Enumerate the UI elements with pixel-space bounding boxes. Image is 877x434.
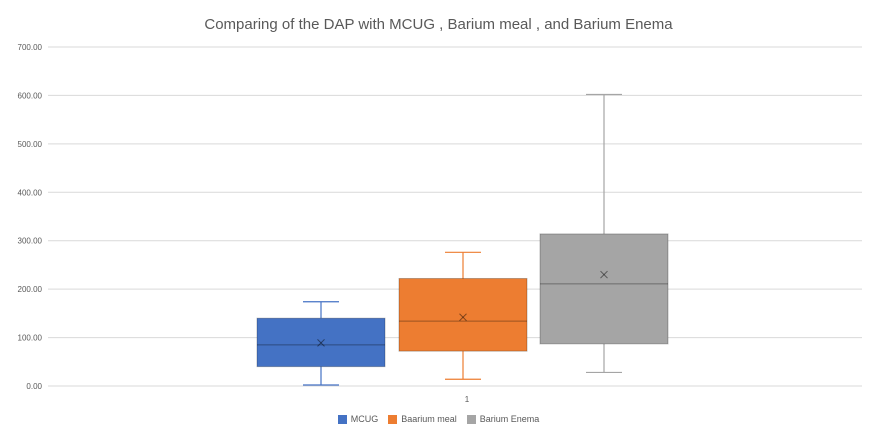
legend-swatch xyxy=(388,414,398,424)
legend-label: Baarium meal xyxy=(401,414,457,424)
chart-title: Comparing of the DAP with MCUG , Barium … xyxy=(204,16,673,33)
legend-item: Barium Enema xyxy=(466,414,540,424)
legend-label: Barium Enema xyxy=(479,414,540,424)
x-tick-label: 1 xyxy=(465,395,470,404)
mean-marker xyxy=(459,313,467,322)
box-3 xyxy=(539,233,669,345)
y-tick-label: 400.00 xyxy=(18,188,43,197)
box-2 xyxy=(398,277,528,352)
legend-label: MCUG xyxy=(350,414,379,424)
y-tick-label: 700.00 xyxy=(18,43,43,52)
legend-swatch xyxy=(337,414,347,424)
y-tick-label: 0.00 xyxy=(26,382,42,391)
y-tick-label: 200.00 xyxy=(18,285,43,294)
y-tick-label: 300.00 xyxy=(18,237,43,246)
legend-swatch xyxy=(466,414,476,424)
y-tick-label: 600.00 xyxy=(18,91,43,100)
mean-marker xyxy=(459,313,467,322)
legend-item: MCUG xyxy=(337,414,379,424)
y-tick-label: 100.00 xyxy=(18,334,43,343)
mean-marker xyxy=(317,339,325,347)
mean-marker xyxy=(600,270,608,279)
chart-legend: MCUG Baarium meal Barium Enema xyxy=(0,414,877,424)
mean-marker xyxy=(600,270,608,279)
legend-item: Baarium meal xyxy=(388,414,457,424)
y-tick-label: 500.00 xyxy=(18,140,43,149)
box-1 xyxy=(256,317,386,368)
mean-marker xyxy=(317,339,325,347)
